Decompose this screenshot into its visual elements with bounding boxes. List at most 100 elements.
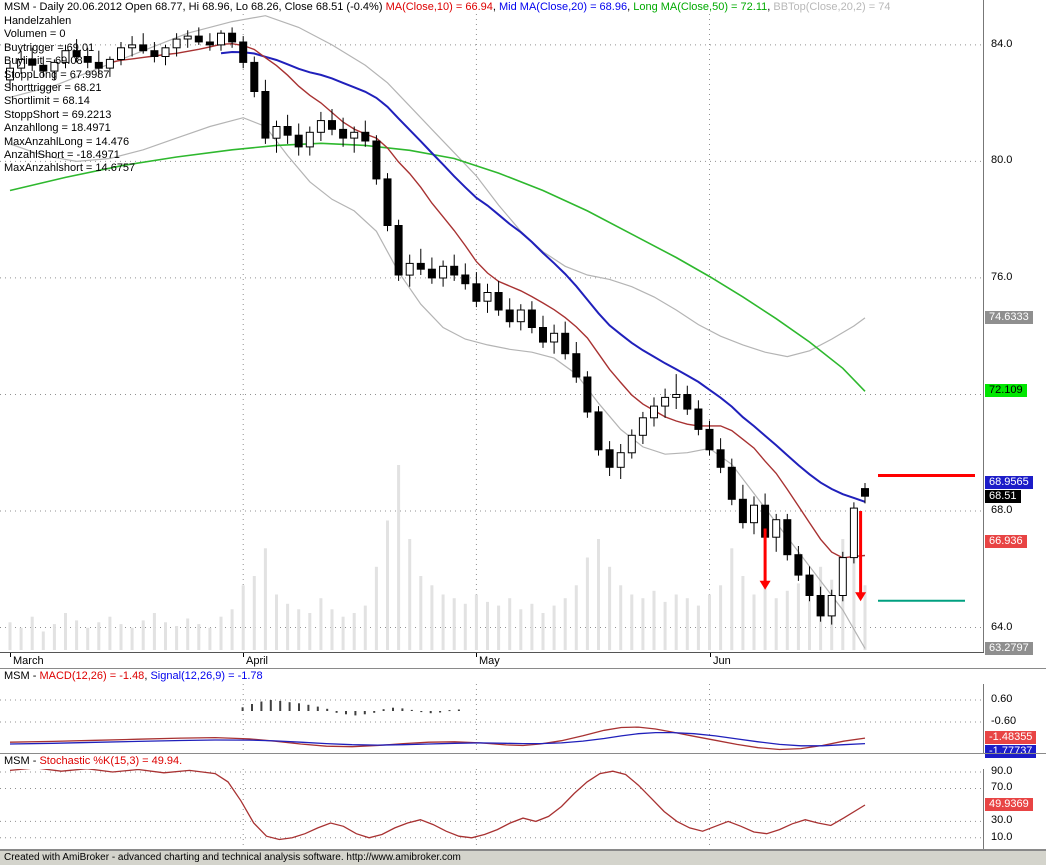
trade-info-block: Handelzahlen Volumen = 0 Buytrigger = 69.0… — [4, 15, 135, 176]
candle-body — [738, 498, 747, 524]
title-segment: Mid MA(Close,20) = 68.96 — [499, 1, 628, 13]
axis-label: 80.0 — [991, 154, 1013, 166]
candle-body — [694, 408, 703, 430]
volume-bar — [796, 583, 800, 650]
info-line: Handelzahlen — [4, 15, 72, 27]
candle-body — [305, 131, 314, 148]
candle-body — [816, 595, 825, 617]
volume-bar — [808, 576, 811, 650]
signal-line — [9, 731, 866, 747]
axis-value-badge: 49.9369 — [985, 798, 1033, 811]
volume-layer — [8, 465, 867, 651]
candle-body — [17, 58, 26, 69]
candle-body — [750, 504, 758, 524]
volume-bar — [741, 576, 745, 650]
volume-bar — [708, 594, 711, 650]
stochastic-panel: MSM - Stochastic %K(15,3) = 49.94. 90.0 7… — [0, 754, 1046, 849]
volume-bar — [652, 590, 656, 650]
info-line: Buytrigger = 69.01 — [4, 41, 95, 54]
volume-bar — [474, 594, 478, 650]
candles-layer — [6, 27, 869, 625]
candle-body — [94, 61, 103, 69]
volume-bar — [119, 624, 123, 650]
candle-body — [716, 449, 725, 468]
volume-bar — [563, 598, 567, 650]
info-line: Shortlimit = 68.14 — [4, 95, 90, 108]
histogram-bar — [326, 708, 329, 711]
axis-value-badge: 66.936 — [985, 535, 1027, 548]
candle-body — [128, 44, 137, 49]
price-panel-title: MSM - Daily 20.06.2012 Open 68.77, Hi 68… — [4, 1, 890, 13]
volume-bar — [508, 598, 512, 650]
info-line: Shorttrigger = 68.21 — [4, 82, 102, 95]
volume-bar — [630, 594, 634, 650]
title-segment: , — [492, 1, 499, 13]
volume-bar — [574, 585, 578, 651]
candle-body — [250, 61, 259, 93]
histogram-bar — [354, 711, 357, 716]
title-segment: MA(Close,10) = 66.94 — [385, 1, 493, 13]
volume-bar — [130, 627, 134, 650]
title-segment: MSM - — [4, 755, 40, 767]
axis-value-badge: -1.48355 — [985, 731, 1037, 744]
histogram-bar — [429, 711, 432, 714]
histogram-bar — [382, 709, 385, 711]
title-segment: BBTop(Close,20,2) = 74 — [773, 1, 891, 13]
volume-bar — [230, 609, 234, 650]
histogram-bar — [307, 704, 310, 711]
info-line: Volumen = 0 — [4, 28, 66, 41]
histogram-bar — [241, 707, 244, 711]
volume-bar — [52, 624, 56, 650]
month-label: April — [246, 655, 269, 667]
month-tick — [476, 653, 477, 657]
info-line: MaxAnzahlLong = 14.476 — [4, 135, 130, 148]
volume-bar — [164, 622, 167, 651]
candle-body — [228, 32, 237, 43]
candle-body — [838, 557, 847, 596]
candle-body — [483, 292, 492, 302]
time-axis[interactable]: March April May Jun — [0, 652, 984, 669]
candle-body — [416, 262, 425, 270]
candle-body — [361, 131, 370, 142]
title-segment: , — [144, 670, 151, 682]
histogram-bar — [448, 710, 451, 712]
month-label: Jun — [713, 655, 731, 667]
candle-body — [450, 265, 459, 276]
candle-body — [372, 140, 381, 180]
price-axis[interactable]: 84.0 80.0 76.0 68.0 64.0 74.6333 72.109 68.9565… — [984, 0, 1046, 655]
candle-body — [183, 35, 192, 40]
candle-body — [28, 58, 37, 66]
month-tick — [243, 653, 244, 657]
info-line: StoppLong = 67.9987 — [4, 68, 110, 81]
candle-body — [583, 376, 592, 413]
month-tick — [710, 653, 711, 657]
volume-bar — [186, 618, 190, 650]
candle-body — [616, 452, 625, 468]
stochastic-chart-canvas[interactable] — [0, 769, 984, 849]
candle-body — [117, 47, 125, 60]
volume-bar — [141, 620, 145, 650]
candle-body — [772, 519, 781, 538]
histogram-bar — [345, 711, 347, 715]
candle-body — [272, 126, 281, 139]
candle-body — [472, 283, 481, 302]
candle-body — [105, 58, 114, 69]
axis-label: 68.0 — [991, 504, 1013, 516]
candle-body — [461, 274, 470, 285]
macd-histogram-layer — [241, 700, 460, 716]
volume-bar — [674, 594, 678, 650]
status-bar: Created with AmiBroker - advanced charti… — [0, 850, 1046, 865]
axis-label: 70.0 — [991, 781, 1013, 793]
volume-bar — [541, 613, 545, 650]
macd-axis[interactable]: 0.60 -0.60 -1.48355 -1.77737 — [984, 669, 1046, 758]
panel-divider — [0, 668, 1046, 669]
stochastic-axis[interactable]: 90.0 70.0 30.0 10.0 49.9369 — [984, 754, 1046, 849]
candle-body — [405, 262, 414, 276]
macd-chart-canvas[interactable] — [0, 684, 984, 753]
candle-body — [172, 38, 181, 49]
volume-bar — [30, 616, 34, 650]
price-chart-canvas[interactable] — [0, 0, 984, 652]
volume-bar — [463, 603, 467, 651]
volume-bar — [197, 624, 201, 650]
